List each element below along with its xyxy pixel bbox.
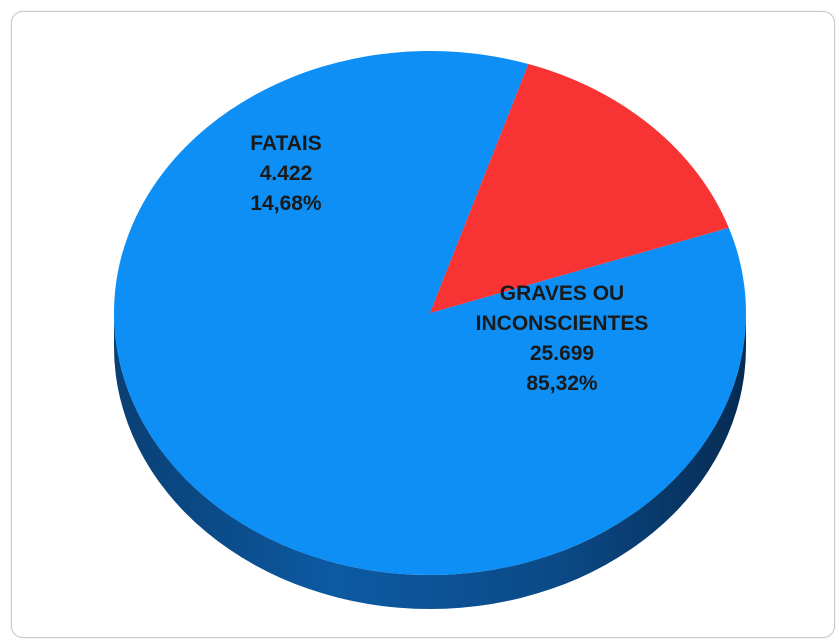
slice-label-graves-line-1: GRAVES OU <box>500 282 624 305</box>
pie-tops <box>114 50 747 575</box>
slice-label-graves-line-2: INCONSCIENTES <box>476 312 649 335</box>
slice-label-fatais-line-1: FATAIS <box>250 132 322 155</box>
slice-percent-graves: 85,32% <box>526 372 598 395</box>
slice-label-graves: GRAVES OU INCONSCIENTES 25.699 85,32% <box>476 282 649 395</box>
slice-label-fatais: FATAIS 4.422 14,68% <box>250 132 322 215</box>
pie-slice-fatais <box>430 64 729 313</box>
slice-percent-fatais: 14,68% <box>250 192 322 215</box>
pie-slice-graves <box>114 50 747 575</box>
slice-value-fatais: 4.422 <box>260 162 313 185</box>
slice-value-graves: 25.699 <box>530 342 594 365</box>
